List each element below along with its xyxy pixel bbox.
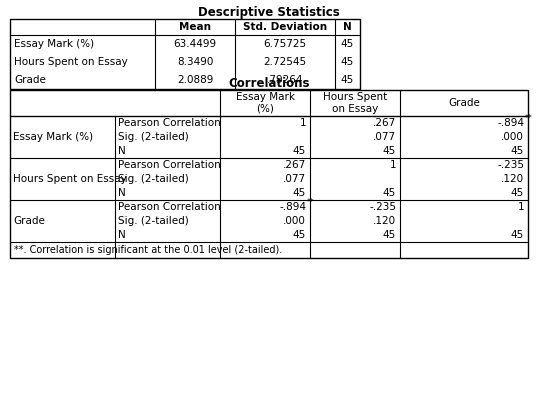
Text: 1: 1 [299,118,306,128]
Text: 63.4499: 63.4499 [173,39,217,49]
Text: .267: .267 [373,118,396,128]
Text: 45: 45 [511,188,524,198]
Text: Hours Spent on Essay: Hours Spent on Essay [14,57,128,67]
Text: Correlations: Correlations [228,77,310,90]
Text: Mean: Mean [179,22,211,32]
Text: Pearson Correlation: Pearson Correlation [118,202,221,212]
Text: **. Correlation is significant at the 0.01 level (2-tailed).: **. Correlation is significant at the 0.… [14,245,282,255]
Text: 45: 45 [383,146,396,156]
Text: 45: 45 [511,146,524,156]
Text: Sig. (2-tailed): Sig. (2-tailed) [118,174,189,184]
Text: 2.0889: 2.0889 [177,75,213,85]
Text: N: N [118,230,126,240]
Text: Hours Spent on Essay: Hours Spent on Essay [13,174,127,184]
Bar [10,19,360,89]
Text: Grade: Grade [448,98,480,108]
Text: N: N [118,146,126,156]
Text: Essay Mark
(%): Essay Mark (%) [236,92,294,114]
Text: 6.75725: 6.75725 [264,39,307,49]
Text: 2.72545: 2.72545 [264,57,307,67]
Text: 45: 45 [341,57,354,67]
Text: -.235: -.235 [497,160,524,170]
Text: Std. Deviation: Std. Deviation [243,22,327,32]
Text: Grade: Grade [13,216,45,226]
Text: 45: 45 [293,146,306,156]
Text: 45: 45 [293,188,306,198]
Text: 8.3490: 8.3490 [177,57,213,67]
Text: Hours Spent
on Essay: Hours Spent on Essay [323,92,387,114]
Text: N: N [118,188,126,198]
Text: -.235: -.235 [369,202,396,212]
Text: Essay Mark (%): Essay Mark (%) [14,39,94,49]
Text: -.894: -.894 [279,202,306,212]
Text: .267: .267 [283,160,306,170]
Text: .79264: .79264 [267,75,303,85]
Text: Descriptive Statistics: Descriptive Statistics [198,6,340,19]
Text: 45: 45 [341,75,354,85]
Text: **: ** [525,114,533,123]
Text: .077: .077 [373,132,396,142]
Text: 45: 45 [293,230,306,240]
Text: .000: .000 [501,132,524,142]
Text: .120: .120 [501,174,524,184]
Text: 45: 45 [383,188,396,198]
Text: 45: 45 [341,39,354,49]
Text: Pearson Correlation: Pearson Correlation [118,118,221,128]
Text: Sig. (2-tailed): Sig. (2-tailed) [118,132,189,142]
Text: .120: .120 [373,216,396,226]
Text: Grade: Grade [14,75,46,85]
Text: 45: 45 [511,230,524,240]
Text: 1: 1 [518,202,524,212]
Text: -.894: -.894 [497,118,524,128]
Text: **: ** [307,198,315,207]
Text: 1: 1 [390,160,396,170]
Text: Essay Mark (%): Essay Mark (%) [13,132,93,142]
Bar [10,90,528,258]
Text: .000: .000 [283,216,306,226]
Text: 45: 45 [383,230,396,240]
Text: Pearson Correlation: Pearson Correlation [118,160,221,170]
Text: N: N [343,22,352,32]
Text: .077: .077 [283,174,306,184]
Text: Sig. (2-tailed): Sig. (2-tailed) [118,216,189,226]
